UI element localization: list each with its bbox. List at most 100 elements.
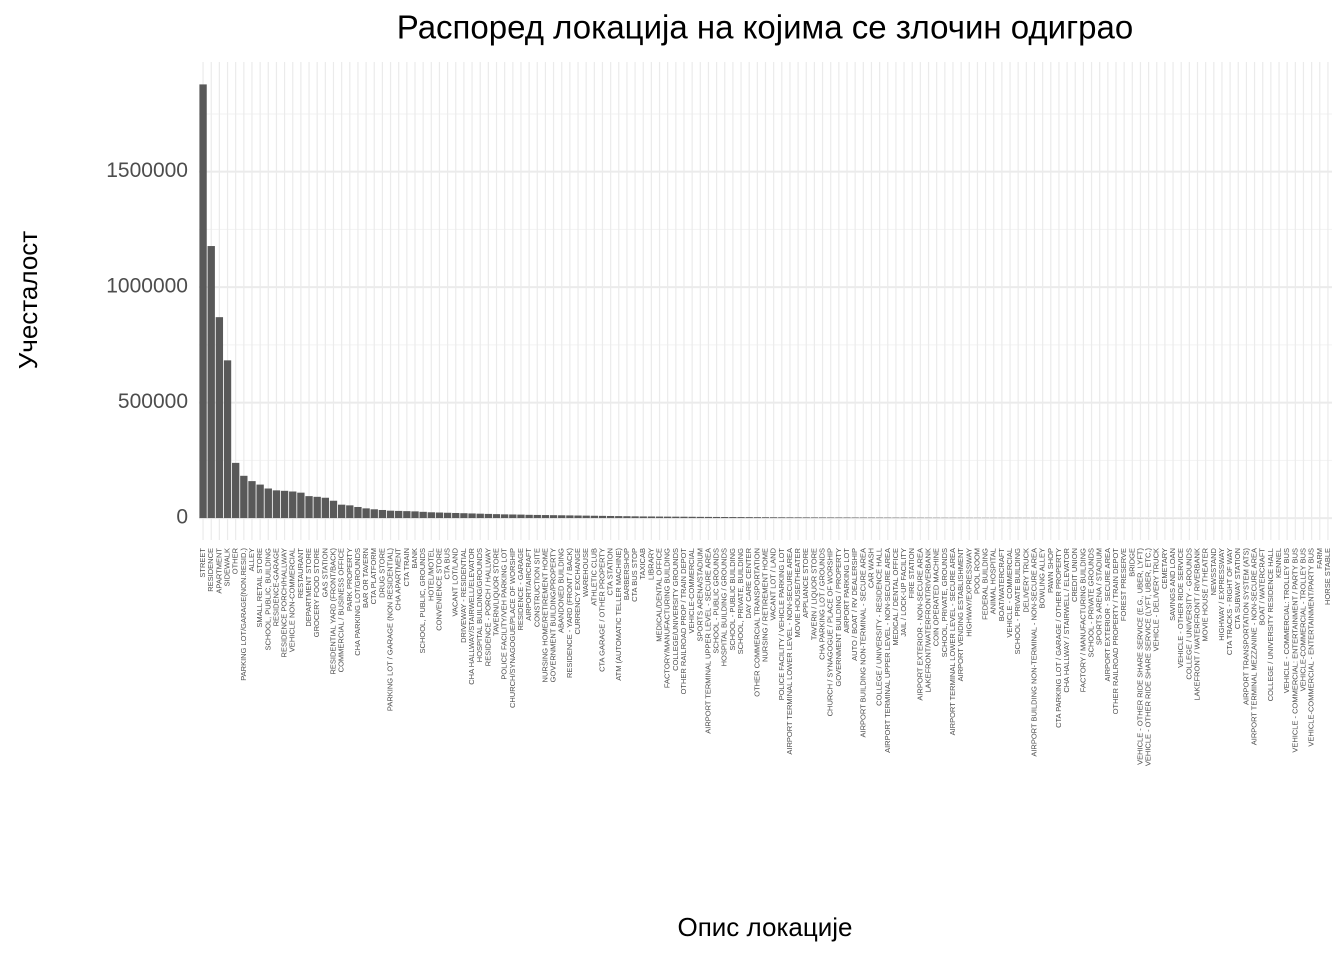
bar	[835, 517, 843, 519]
x-tick-label: VEHICLE NON-COMMERCIAL	[288, 548, 297, 652]
x-tick-label: COIN OPERATED MACHINE	[932, 548, 941, 646]
x-tick-label: TAVERN/LIQUOR STORE	[491, 548, 500, 636]
bar	[794, 517, 802, 519]
x-tick-label: OTHER COMMERCIAL TRANSPORTATION	[752, 548, 761, 697]
x-tick-label: DAY CARE CENTER	[744, 547, 753, 618]
x-tick-label: SCHOOL, PRIVATE, BUILDING	[736, 548, 745, 655]
bar	[223, 360, 232, 519]
x-tick-label: PARK PROPERTY	[345, 548, 354, 611]
bar	[427, 512, 435, 519]
bar	[378, 509, 387, 519]
x-tick-label: MOVIE HOUSE/THEATER	[793, 547, 802, 637]
x-tick-label: AIRPORT TERMINAL LOWER LEVEL - SECURE AR…	[948, 548, 957, 735]
x-tick-label: NURSING HOME/RETIREMENT HOME	[540, 548, 549, 682]
bar	[688, 516, 696, 519]
x-tick-label: CTA TRACKS - RIGHT OF WAY	[1225, 548, 1234, 655]
x-tick-label: APARTMENT	[214, 548, 223, 594]
x-tick-label: SCHOOL - PUBLIC BUILDING	[728, 548, 737, 651]
y-tick-label: 0	[176, 506, 188, 529]
bar	[851, 517, 859, 519]
bar	[248, 481, 256, 519]
x-tick-label: CREDIT UNION	[1070, 548, 1079, 602]
bar	[631, 516, 639, 519]
bar	[264, 488, 272, 519]
bar	[737, 517, 745, 519]
bar	[329, 500, 338, 519]
bar	[272, 490, 281, 519]
x-tick-label: AIRPORT EXTERIOR - NON-SECURE AREA	[915, 548, 924, 701]
x-tick-label: RESIDENCE PORCH/HALLWAY	[280, 548, 289, 657]
x-tick-label: BAR OR TAVERN	[361, 548, 370, 608]
bar	[566, 515, 574, 519]
x-tick-label: BOAT/WATERCRAFT	[997, 548, 1006, 622]
x-tick-label: VEHICLE - COMMERCIAL: TROLLEY BUS	[1282, 548, 1291, 693]
x-tick-label: FOREST PRESERVE	[1119, 548, 1128, 621]
x-tick-label: VEHICLE - OTHER RIDE SHARE SERVICE (LYFT…	[1144, 547, 1153, 766]
bar	[639, 516, 647, 519]
bar	[549, 515, 558, 519]
x-tick-label: HIGHWAY / EXPRESSWAY	[1217, 548, 1226, 641]
bar	[452, 512, 460, 519]
x-axis-title: Опис локације	[677, 912, 852, 942]
x-tick-label: BARBERSHOP	[622, 548, 631, 600]
x-tick-label: POOL ROOM	[972, 548, 981, 594]
x-tick-label: ATM (AUTOMATIC TELLER MACHINE)	[614, 548, 623, 681]
bar	[786, 517, 794, 519]
bar	[305, 496, 313, 519]
bar	[443, 512, 452, 519]
x-tick-label: BOWLING ALLEY	[1038, 548, 1047, 608]
bar	[297, 492, 305, 519]
bar	[419, 511, 427, 519]
bar	[558, 515, 566, 519]
bar	[704, 516, 713, 519]
x-tick-label: VEHICLE - COMMERCIAL	[1005, 548, 1014, 638]
bar	[207, 246, 215, 519]
x-tick-label: ABANDONED BUILDING	[557, 548, 566, 633]
x-tick-label: GAS STATION	[320, 548, 329, 597]
bar	[199, 84, 207, 519]
x-tick-label: BANK	[410, 548, 419, 568]
y-tick-label: 1500000	[106, 159, 188, 182]
bar	[590, 515, 598, 519]
x-tick-label: ATHLETIC CLUB	[589, 548, 598, 606]
x-tick-label: AUTO / BOAT / RV DEALERSHIP	[850, 548, 859, 661]
x-tick-label: MOVIE HOUSE / THEATER	[1201, 547, 1210, 641]
bar	[337, 504, 346, 519]
bar	[468, 513, 476, 519]
bar	[313, 496, 321, 519]
x-tick-label: VACANT LOT / LAND	[769, 547, 778, 620]
bar	[623, 516, 631, 519]
x-tick-label: MEDICAL / DENTAL OFFICE	[891, 548, 900, 646]
x-tick-label: PARKING LOT/GARAGE(NON.RESID.)	[239, 547, 248, 680]
x-tick-label: OTHER	[231, 547, 240, 574]
y-axis-title: Учесталост	[13, 231, 43, 370]
x-tick-label: CAR WASH	[866, 548, 875, 588]
x-tick-label: NEWSSTAND	[1209, 547, 1218, 595]
bar	[582, 515, 590, 519]
x-tick-label: AIRPORT BUILDING NON-TERMINAL - SECURE A…	[858, 548, 867, 737]
bar	[362, 508, 370, 519]
bar	[395, 510, 403, 519]
x-tick-label: CTA PARKING LOT / GARAGE / OTHER PROPERT…	[1054, 548, 1063, 728]
x-tick-label: GOVERNMENT BUILDING / PROPERTY	[834, 548, 843, 687]
bar	[215, 317, 224, 519]
x-tick-label: MEDICAL/DENTAL OFFICE	[655, 548, 664, 642]
x-tick-label: BRIDGE	[1127, 548, 1136, 577]
x-tick-label: SPORTS ARENA / STADIUM	[1095, 548, 1104, 645]
bar	[615, 516, 623, 519]
x-tick-label: COLLEGE / UNIVERSITY - GROUNDS	[1184, 548, 1193, 680]
x-tick-label: APPLIANCE STORE	[801, 548, 810, 618]
x-tick-label: SCHOOL, PUBLIC, GROUNDS	[418, 548, 427, 653]
grid	[199, 62, 1332, 540]
x-tick-label: LAKEFRONT / WATERFRONT / RIVERBANK	[1192, 548, 1201, 701]
x-tick-label: COLLEGE / UNIVERSITY - RESIDENCE HALL	[875, 548, 884, 706]
x-tick-label: CTA BUS	[443, 548, 452, 580]
x-tick-label: VEHICLE-COMMERCIAL - TROLLEY BUS	[1298, 548, 1307, 691]
x-tick-label: TAVERN / LIQUOR STORE	[809, 548, 818, 640]
x-tick-label: BOAT / WATERCRAFT	[1258, 548, 1267, 626]
x-tick-label: SAVINGS AND LOAN	[1168, 548, 1177, 621]
x-tick-label: AIRPORT TRANSPORTATION SYSTEM (ATS)	[1241, 548, 1250, 705]
x-tick-label: ALLEY	[247, 548, 256, 571]
x-tick-label: RESIDENCE - YARD (FRONT / BACK)	[565, 548, 574, 679]
x-tick-label: CHURCH / SYNAGOGUE / PLACE OF WORSHIP	[826, 548, 835, 716]
